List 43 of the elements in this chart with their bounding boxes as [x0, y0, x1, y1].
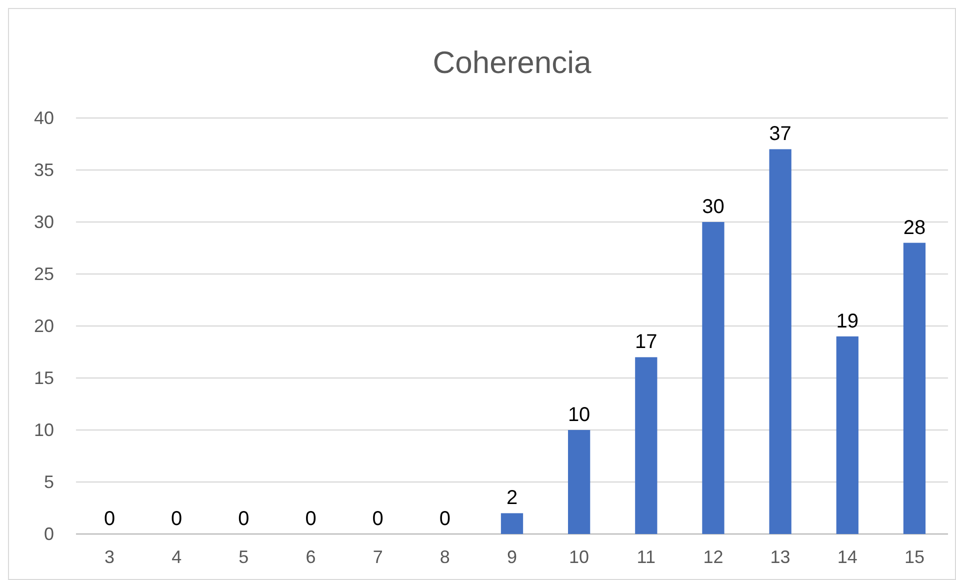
y-tick-label: 25	[34, 264, 54, 284]
bar	[568, 430, 590, 534]
data-label: 10	[568, 404, 590, 426]
x-tick-label: 6	[306, 547, 316, 567]
x-tick-label: 11	[636, 547, 656, 567]
data-label: 0	[104, 508, 116, 530]
bar	[769, 149, 792, 534]
data-label: 0	[238, 508, 250, 530]
data-label: 0	[305, 508, 316, 530]
bar	[903, 242, 926, 534]
bar	[836, 336, 858, 534]
x-tick-label: 3	[104, 547, 115, 567]
y-tick-label: 5	[44, 472, 54, 492]
x-tick-label: 8	[440, 547, 450, 567]
bar	[635, 357, 658, 534]
chart-title: Coherencia	[432, 45, 592, 80]
x-tick-label: 13	[770, 547, 790, 567]
x-tick-label: 9	[506, 547, 518, 567]
x-tick-label: 5	[238, 547, 249, 567]
x-tick-label: 10	[569, 547, 590, 567]
data-label: 0	[439, 508, 450, 530]
data-label: 37	[769, 123, 792, 146]
y-tick-label: 0	[44, 524, 54, 544]
x-tick-label: 7	[372, 547, 383, 567]
bar	[500, 513, 524, 534]
data-label: 17	[635, 331, 658, 354]
y-tick-label: 10	[34, 420, 54, 440]
y-tick-label: 35	[34, 160, 54, 180]
data-label: 2	[506, 487, 518, 510]
data-label: 30	[702, 196, 724, 218]
x-tick-label: 4	[172, 547, 182, 567]
y-tick-label: 20	[34, 316, 54, 336]
data-label: 19	[836, 310, 859, 332]
bar	[702, 222, 724, 534]
data-label: 28	[903, 216, 926, 239]
y-tick-label: 15	[34, 368, 54, 388]
data-label: 0	[171, 508, 182, 530]
x-tick-label: 14	[837, 547, 858, 567]
data-label: 0	[372, 508, 384, 530]
y-tick-label: 30	[34, 212, 54, 232]
y-tick-label: 40	[34, 108, 54, 128]
x-tick-label: 15	[904, 547, 924, 567]
x-tick-label: 12	[703, 547, 724, 567]
